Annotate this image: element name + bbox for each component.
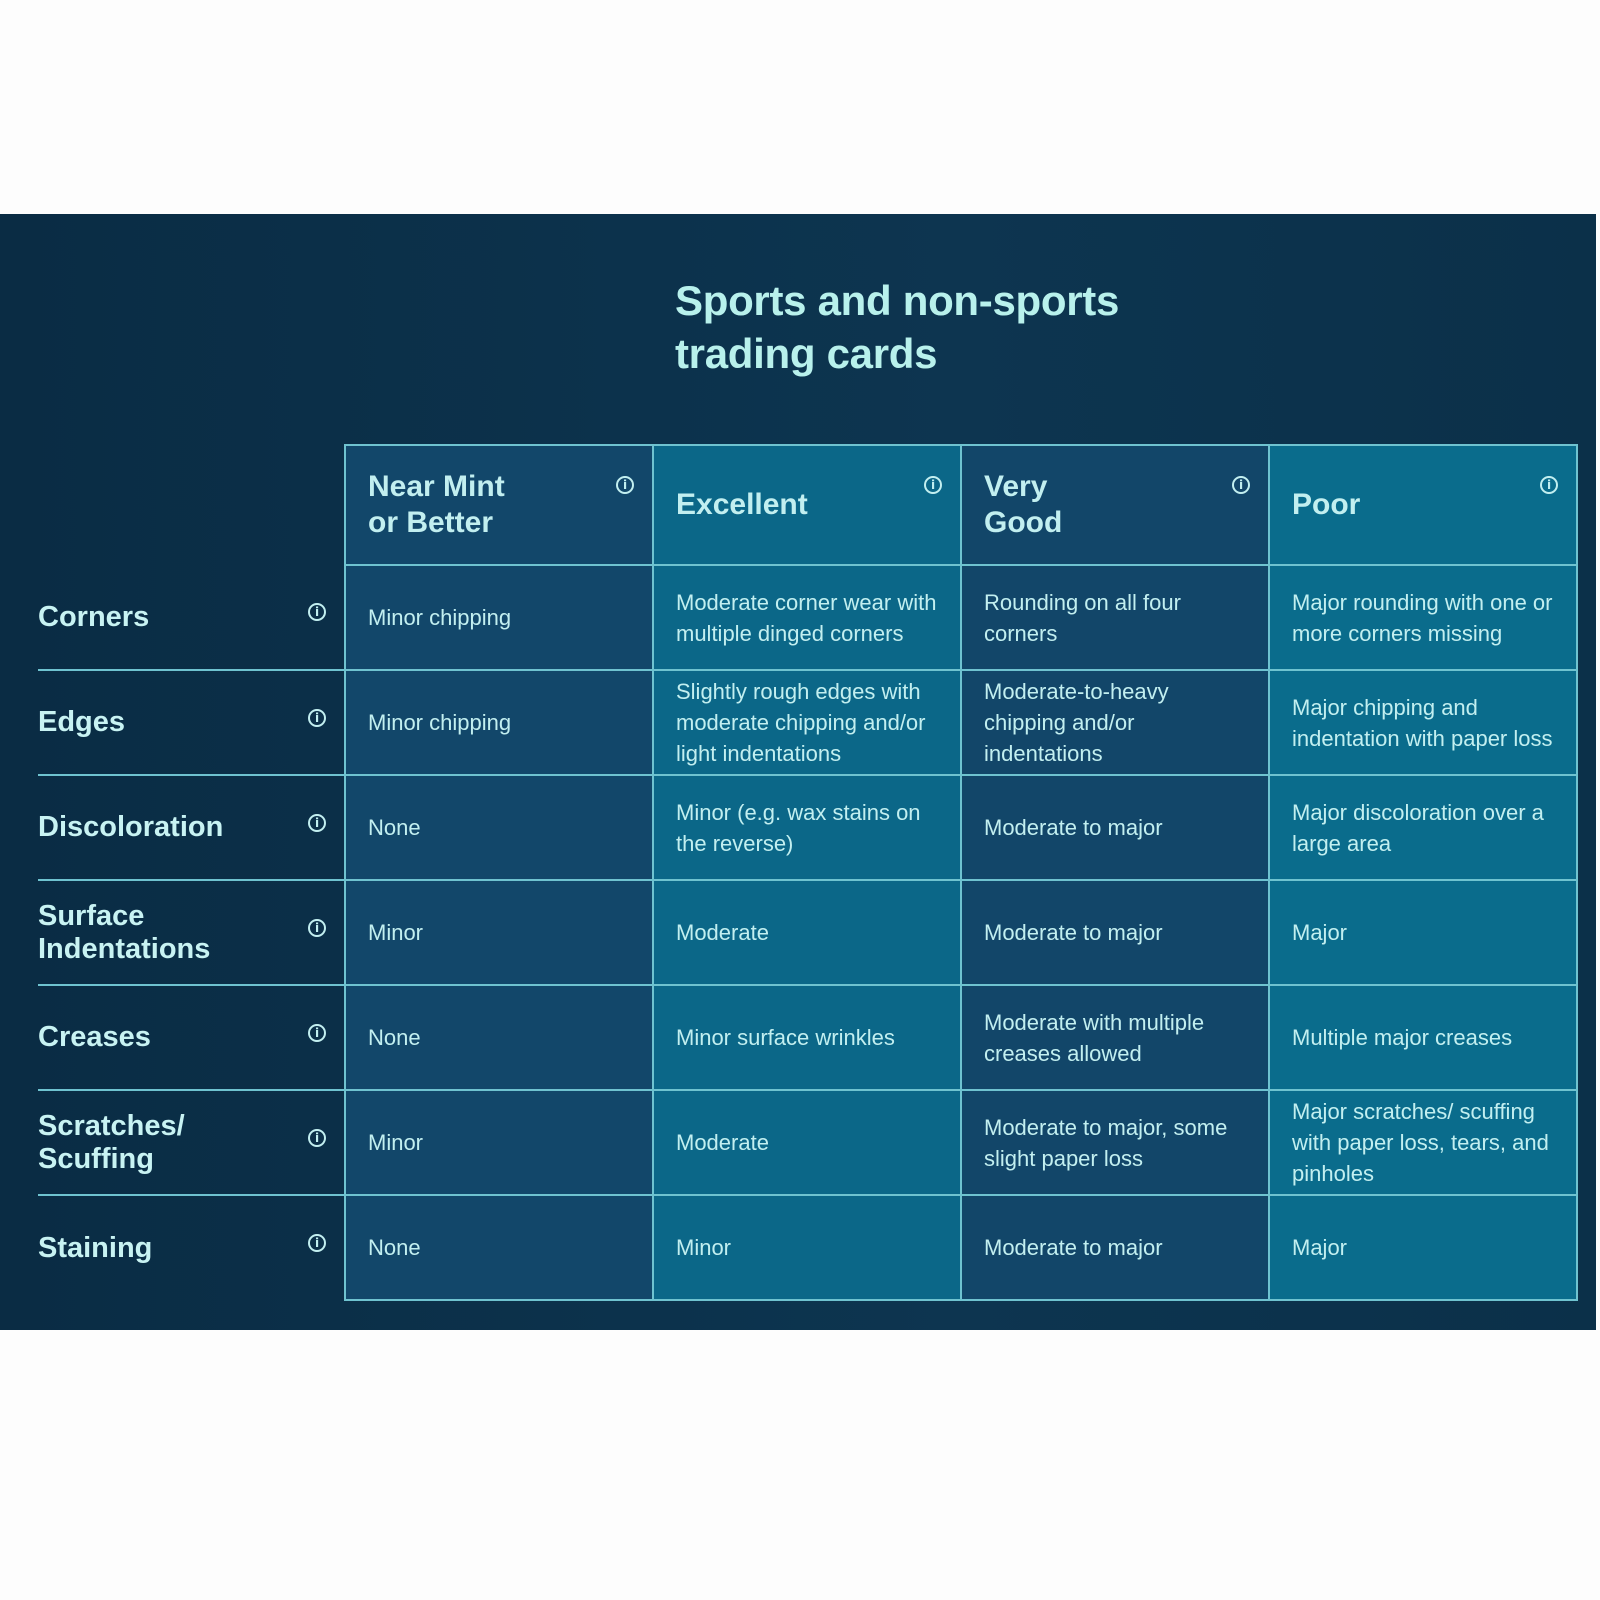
table-cell: Major (1268, 1194, 1578, 1301)
table-cell: None (344, 984, 654, 1091)
table-cell: Moderate with multiple creases allowed (960, 984, 1270, 1091)
column-header-poor: Poor i (1268, 444, 1578, 566)
table-cell: Major chipping and indentation with pape… (1268, 669, 1578, 776)
row-header: Corners i (38, 565, 345, 671)
table-cell: None (344, 774, 654, 881)
row-header: Scratches/ Scuffing i (38, 1090, 345, 1196)
table-row-scratches-scuffing: Scratches/ Scuffing i Minor Moderate Moderat… (38, 1089, 1578, 1196)
header-row: Near Mint or Better i Excellent i Very Good i… (38, 444, 1578, 566)
condition-table: Near Mint or Better i Excellent i Very Good i… (38, 444, 1578, 1301)
header-blank (38, 445, 345, 565)
info-icon[interactable]: i (308, 918, 326, 937)
column-header-label: Poor (1292, 488, 1361, 521)
table-cell: Moderate-to-heavy chipping and/or indent… (960, 669, 1270, 776)
table-cell: Moderate (652, 1089, 962, 1196)
info-icon[interactable]: i (1232, 476, 1250, 494)
table-row-staining: Staining i None Minor Moderate to major Major (38, 1194, 1578, 1301)
table-cell: Minor (652, 1194, 962, 1301)
table-cell: Minor (344, 879, 654, 986)
row-label: Corners (38, 600, 150, 633)
table-cell: Moderate to major (960, 879, 1270, 986)
table-cell: Slightly rough edges with moderate chipp… (652, 669, 962, 776)
table-cell: Multiple major creases (1268, 984, 1578, 1091)
info-icon[interactable]: i (308, 1023, 326, 1042)
info-icon[interactable]: i (616, 476, 634, 494)
column-header-very-good: Very Good i (960, 444, 1270, 566)
table-cell: Moderate to major (960, 1194, 1270, 1301)
info-icon[interactable]: i (308, 1128, 326, 1147)
info-icon[interactable]: i (924, 476, 942, 494)
table-cell: Moderate (652, 879, 962, 986)
column-header-near-mint-or-better: Near Mint or Better i (344, 444, 654, 566)
table-cell: Minor (e.g. wax stains on the reverse) (652, 774, 962, 881)
info-icon[interactable]: i (308, 1234, 326, 1252)
table-cell: Moderate corner wear with multiple dinge… (652, 564, 962, 671)
table-cell: Minor chipping (344, 564, 654, 671)
table-row-edges: Edges i Minor chipping Slightly rough edges… (38, 669, 1578, 776)
table-cell: Moderate to major, some slight paper los… (960, 1089, 1270, 1196)
page-title: Sports and non-sports trading cards (675, 277, 1120, 377)
info-icon[interactable]: i (1540, 476, 1558, 494)
table-cell: Minor (344, 1089, 654, 1196)
row-header: Staining i (38, 1195, 345, 1300)
table-cell: Major (1268, 879, 1578, 986)
info-icon[interactable]: i (308, 813, 326, 832)
info-icon[interactable]: i (308, 708, 326, 727)
table-cell: Major discoloration over a large area (1268, 774, 1578, 881)
table-row-corners: Corners i Minor chipping Moderate corner we… (38, 564, 1578, 671)
row-label: Creases (38, 1021, 151, 1053)
row-header: Surface Indentations i (38, 880, 345, 986)
column-header-label: Excellent (676, 488, 808, 521)
row-label: Discoloration (38, 811, 224, 843)
row-header: Discoloration i (38, 775, 345, 881)
row-header: Edges i (38, 670, 345, 776)
table-cell: Minor chipping (344, 669, 654, 776)
table-cell: None (344, 1194, 654, 1301)
grading-panel: Sports and non-sports trading cards Near… (0, 214, 1596, 1330)
row-label: Surface Indentations (38, 899, 211, 965)
info-icon[interactable]: i (308, 603, 326, 621)
column-header-excellent: Excellent i (652, 444, 962, 566)
table-row-discoloration: Discoloration i None Minor (e.g. wax stains… (38, 774, 1578, 881)
table-cell: Major rounding with one or more corners … (1268, 564, 1578, 671)
table-row-surface-indentations: Surface Indentations i Minor Moderate Modera… (38, 879, 1578, 986)
table-cell: Moderate to major (960, 774, 1270, 881)
column-header-label: Very Good (984, 470, 1063, 539)
column-header-label: Near Mint or Better (368, 470, 505, 539)
row-label: Staining (38, 1231, 153, 1264)
row-label: Edges (38, 706, 126, 738)
table-cell: Minor surface wrinkles (652, 984, 962, 1091)
table-cell: Major scratches/ scuffing with paper los… (1268, 1089, 1578, 1196)
row-header: Creases i (38, 985, 345, 1091)
table-cell: Rounding on all four corners (960, 564, 1270, 671)
row-label: Scratches/ Scuffing (38, 1109, 185, 1175)
table-row-creases: Creases i None Minor surface wrinkles Modera… (38, 984, 1578, 1091)
